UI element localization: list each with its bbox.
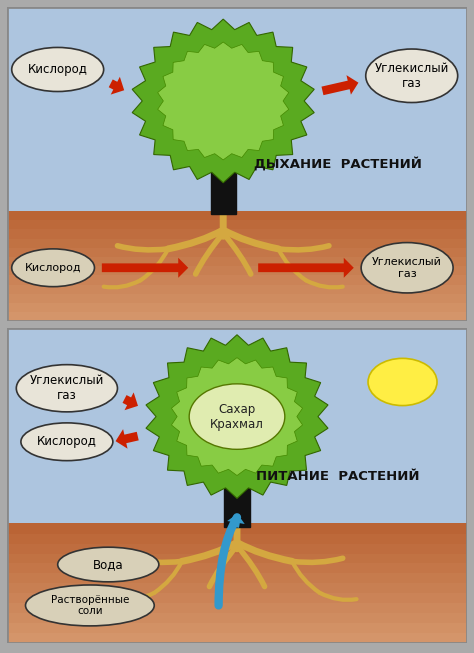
Bar bbox=[7, 603, 467, 613]
Text: Растворённые
соли: Растворённые соли bbox=[51, 595, 129, 616]
Text: Вода: Вода bbox=[93, 558, 124, 571]
Bar bbox=[7, 563, 467, 573]
Ellipse shape bbox=[12, 249, 94, 287]
Polygon shape bbox=[172, 358, 302, 475]
Text: Углекислый
газ: Углекислый газ bbox=[374, 62, 449, 89]
Text: Сахар
Крахмал: Сахар Крахмал bbox=[210, 403, 264, 430]
Bar bbox=[7, 583, 467, 594]
Bar bbox=[7, 211, 467, 220]
Bar bbox=[7, 534, 467, 543]
Ellipse shape bbox=[21, 423, 113, 460]
Circle shape bbox=[368, 358, 437, 406]
Bar bbox=[7, 7, 467, 211]
Text: Углекислый
газ: Углекислый газ bbox=[30, 374, 104, 402]
Bar bbox=[7, 302, 467, 312]
Polygon shape bbox=[158, 42, 289, 160]
Bar bbox=[7, 229, 467, 238]
Bar bbox=[7, 220, 467, 229]
Bar bbox=[7, 257, 467, 266]
Ellipse shape bbox=[26, 585, 154, 626]
Bar bbox=[7, 593, 467, 603]
Ellipse shape bbox=[16, 364, 118, 412]
Ellipse shape bbox=[12, 48, 104, 91]
Text: Кислород: Кислород bbox=[25, 263, 82, 273]
Bar bbox=[7, 573, 467, 583]
Ellipse shape bbox=[58, 547, 159, 582]
Bar bbox=[7, 328, 467, 524]
Bar bbox=[7, 553, 467, 564]
Text: Кислород: Кислород bbox=[28, 63, 88, 76]
Bar bbox=[7, 284, 467, 294]
Text: Кислород: Кислород bbox=[37, 436, 97, 448]
Bar bbox=[224, 453, 250, 527]
Bar bbox=[7, 293, 467, 303]
Text: ДЫХАНИЕ  РАСТЕНИЙ: ДЫХАНИЕ РАСТЕНИЙ bbox=[254, 157, 422, 171]
Bar bbox=[7, 633, 467, 643]
Text: ПИТАНИЕ  РАСТЕНИЙ: ПИТАНИЕ РАСТЕНИЙ bbox=[256, 470, 420, 483]
Polygon shape bbox=[132, 19, 314, 183]
Circle shape bbox=[189, 384, 285, 449]
Bar bbox=[7, 311, 467, 321]
Bar bbox=[7, 266, 467, 276]
Ellipse shape bbox=[361, 242, 453, 293]
Text: Углекислый
газ: Углекислый газ bbox=[372, 257, 442, 279]
Bar bbox=[7, 613, 467, 623]
Bar bbox=[7, 523, 467, 534]
Ellipse shape bbox=[366, 49, 458, 103]
Bar bbox=[7, 247, 467, 257]
Bar bbox=[7, 623, 467, 633]
Bar bbox=[210, 137, 236, 214]
Bar bbox=[7, 543, 467, 554]
Bar bbox=[7, 275, 467, 285]
Bar bbox=[7, 238, 467, 248]
Polygon shape bbox=[146, 335, 328, 498]
